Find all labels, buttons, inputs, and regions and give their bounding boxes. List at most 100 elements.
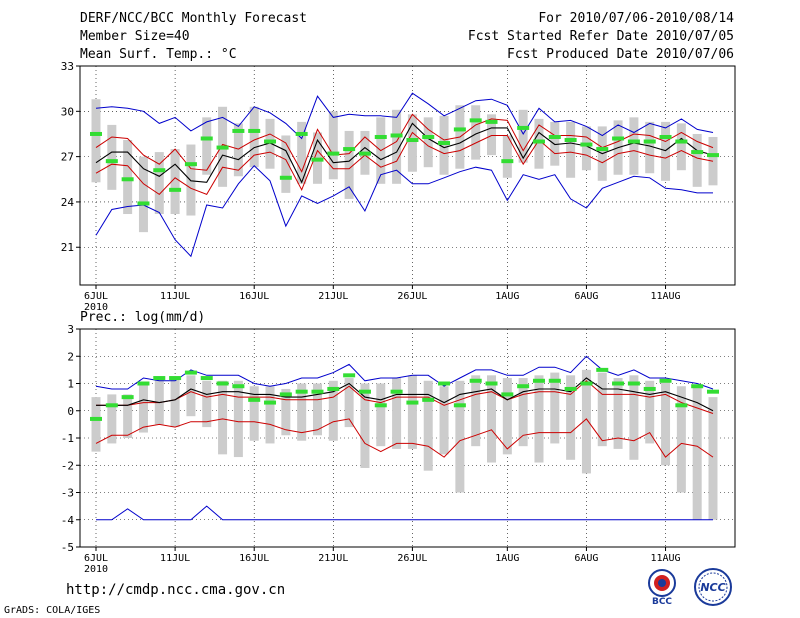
precip-label: Prec.: log(mm/d) — [80, 310, 206, 325]
ensemble-box — [186, 375, 196, 417]
ensemble-box — [471, 375, 481, 447]
series-max-line — [95, 355, 714, 390]
median-marker — [422, 397, 435, 402]
forecast-period: For 2010/07/06-2010/08/14 — [538, 11, 734, 26]
ensemble-box — [676, 386, 686, 493]
median-marker — [374, 403, 387, 408]
ensemble-box — [550, 372, 560, 444]
ensemble-box — [202, 380, 212, 428]
ncc-logo: NCC — [694, 568, 732, 606]
x-tick-label: 26JUL — [397, 291, 427, 302]
y-tick-label: 2 — [67, 350, 74, 363]
ncc-logo-text: NCC — [700, 581, 725, 594]
median-marker — [90, 131, 102, 136]
median-marker — [675, 139, 688, 144]
median-marker — [390, 389, 403, 394]
ensemble-box — [629, 375, 639, 460]
median-marker — [485, 119, 498, 124]
y-tick-label: 21 — [61, 241, 74, 254]
ensemble-box — [439, 386, 449, 455]
x-tick-label: 6AUG — [574, 291, 598, 302]
median-marker — [343, 373, 356, 378]
median-marker — [612, 381, 625, 386]
ensemble-box — [518, 109, 528, 163]
median-marker — [691, 150, 704, 155]
ensemble-box — [407, 375, 417, 449]
grads-credit: GrADS: COLA/IGES — [4, 605, 101, 616]
median-marker — [548, 134, 561, 139]
ensemble-box — [233, 380, 243, 458]
ensemble-box — [107, 124, 117, 190]
median-marker — [643, 139, 656, 144]
x-tick-label: 11JUL — [160, 553, 190, 564]
median-marker — [358, 151, 371, 156]
x-year-label: 2010 — [84, 564, 108, 575]
series-mean-line — [96, 377, 714, 412]
median-marker — [643, 386, 656, 391]
ensemble-box — [566, 121, 576, 178]
bcc-logo: BCC — [648, 569, 676, 606]
median-marker — [659, 378, 672, 383]
ensemble-box — [154, 152, 164, 215]
median-marker — [184, 370, 197, 375]
median-marker — [501, 392, 514, 397]
median-marker — [295, 131, 308, 136]
median-marker — [374, 134, 387, 139]
ensemble-box — [170, 378, 180, 428]
x-tick-label: 6JUL — [84, 553, 108, 564]
source-url[interactable]: http://cmdp.ncc.cma.gov.cn — [66, 582, 286, 598]
x-tick-label: 16JUL — [239, 291, 269, 302]
median-marker — [627, 381, 640, 386]
ensemble-box — [360, 383, 370, 468]
median-marker — [406, 400, 419, 405]
median-marker — [501, 159, 514, 164]
median-marker — [327, 151, 340, 156]
median-marker — [548, 378, 561, 383]
ensemble-box — [138, 156, 148, 233]
ensemble-box — [487, 114, 497, 156]
median-marker — [137, 201, 150, 206]
median-marker — [295, 389, 308, 394]
median-marker — [469, 378, 482, 383]
median-marker — [406, 138, 419, 143]
x-tick-label: 1AUG — [495, 291, 519, 302]
ensemble-box — [281, 388, 291, 436]
ensemble-box — [154, 378, 164, 425]
bcc-logo-text: BCC — [652, 597, 672, 606]
ensemble-box — [629, 117, 639, 175]
median-marker — [675, 403, 688, 408]
ensemble-box — [581, 126, 591, 171]
median-marker — [627, 139, 640, 144]
median-marker — [707, 389, 719, 394]
x-tick-label: 21JUL — [318, 553, 348, 564]
ensemble-box — [170, 149, 180, 215]
median-marker — [532, 139, 545, 144]
y-tick-label: 33 — [61, 60, 74, 73]
x-tick-label: 26JUL — [397, 553, 427, 564]
ensemble-box — [249, 106, 259, 168]
ensemble-box — [297, 121, 307, 184]
series-max-line — [95, 92, 714, 140]
median-marker — [517, 125, 530, 130]
ensemble-box — [344, 378, 354, 428]
ensemble-box — [518, 378, 528, 447]
ensemble-box — [281, 135, 291, 193]
y-tick-label: -3 — [61, 487, 74, 500]
median-marker — [153, 168, 166, 173]
x-year-label: 2010 — [84, 302, 108, 313]
median-marker — [596, 147, 609, 152]
ensemble-box — [487, 375, 497, 463]
ensemble-box — [534, 375, 544, 463]
y-tick-label: -1 — [61, 432, 74, 445]
median-marker — [532, 378, 545, 383]
chart-title: DERF/NCC/BCC Monthly Forecast — [80, 11, 307, 26]
median-marker — [279, 175, 292, 180]
median-marker — [153, 376, 166, 381]
median-marker — [200, 376, 213, 381]
series-min-line — [96, 505, 713, 521]
median-marker — [596, 367, 609, 372]
median-marker — [121, 395, 134, 400]
y-tick-label: 27 — [61, 151, 74, 164]
median-marker — [264, 400, 277, 405]
